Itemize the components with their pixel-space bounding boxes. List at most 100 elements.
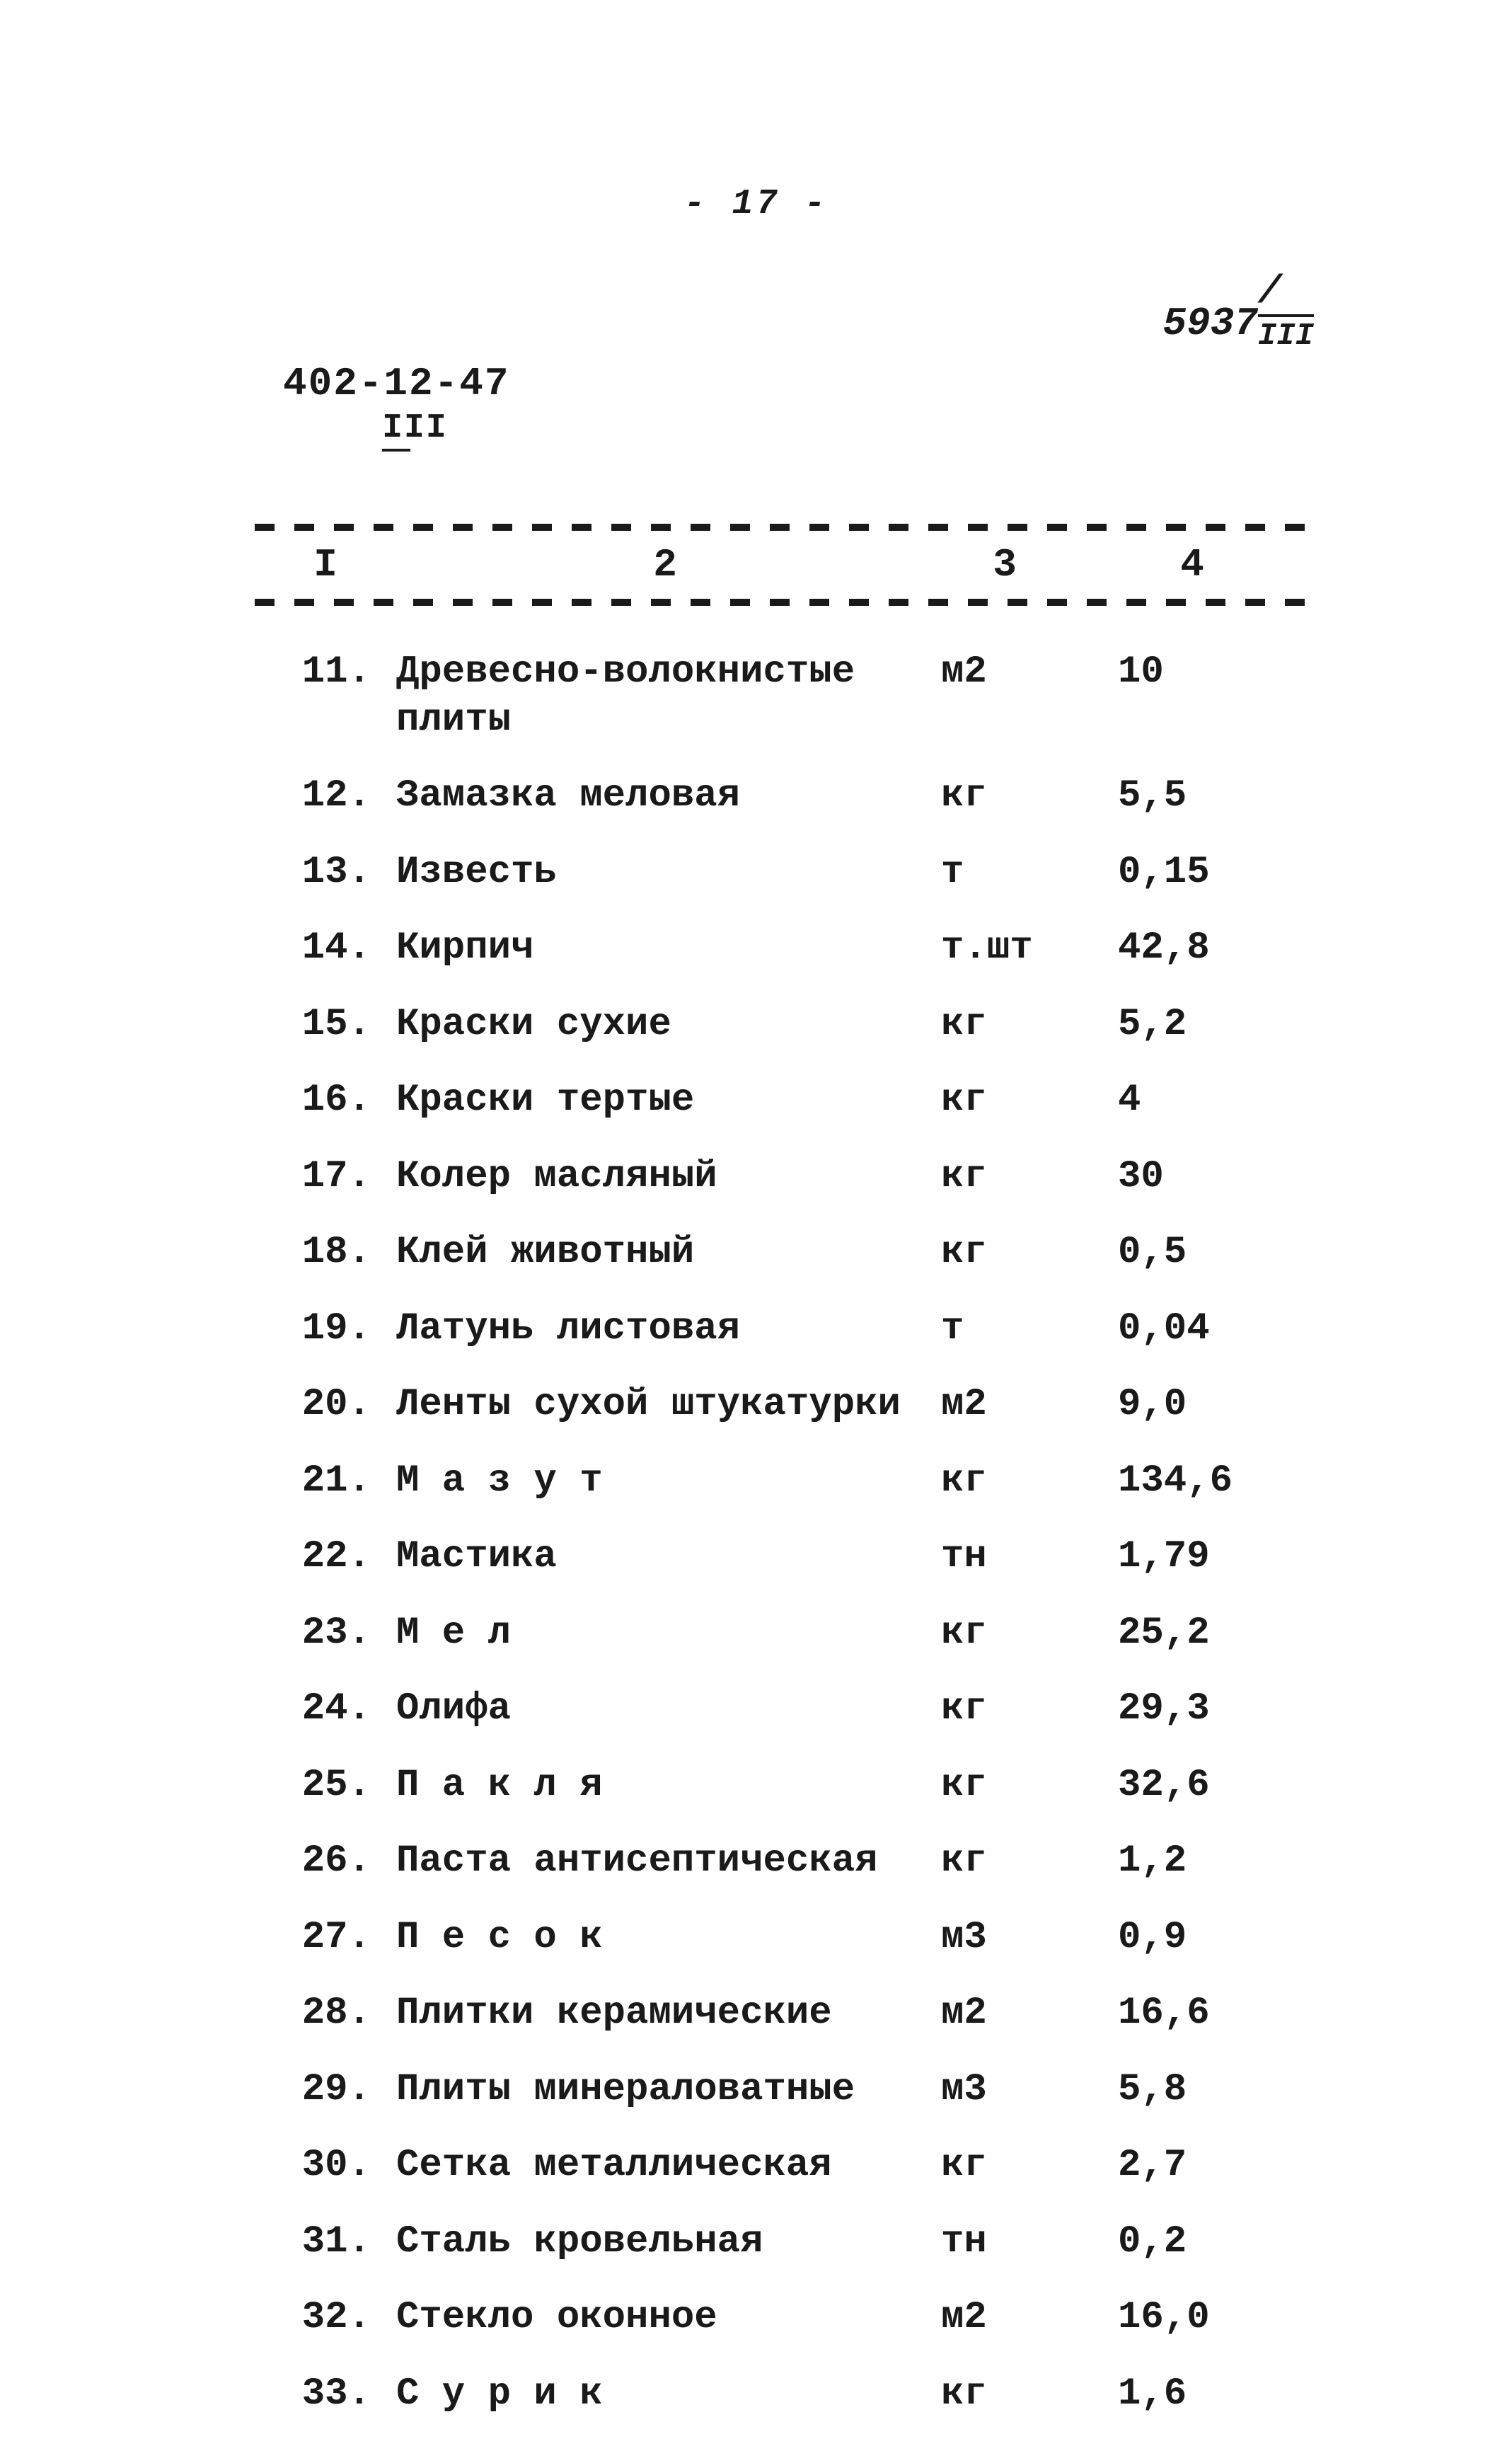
row-number: 13. — [255, 849, 396, 897]
row-number: 24. — [255, 1685, 396, 1733]
row-value: 0,15 — [1090, 849, 1274, 897]
row-name: Сетка металлическая — [396, 2142, 920, 2190]
document-code-main: 402-12-47 — [283, 361, 509, 406]
row-unit: т — [920, 1305, 1090, 1353]
row-value: 1,79 — [1090, 1533, 1274, 1581]
row-name: Плиты минераловатные — [396, 2066, 920, 2114]
table-row: 16.Краски тертыекг4 — [255, 1076, 1314, 1125]
row-value: 16,0 — [1090, 2294, 1274, 2342]
row-unit: тн — [920, 1533, 1090, 1581]
divider-top — [255, 524, 1314, 531]
row-value: 5,2 — [1090, 1001, 1274, 1049]
row-unit: кг — [920, 1153, 1090, 1201]
row-value: 1,2 — [1090, 1837, 1274, 1885]
row-unit: м3 — [920, 1914, 1090, 1962]
row-value: 16,6 — [1090, 1989, 1274, 2038]
row-name: Известь — [396, 849, 920, 897]
row-value: 0,5 — [1090, 1229, 1274, 1277]
table-row: 31.Сталь кровельнаятн0,2 — [255, 2218, 1314, 2266]
row-value: 42,8 — [1090, 924, 1274, 972]
materials-table: I 2 3 4 11.Древесно-волокнистые плитым21… — [255, 517, 1314, 2446]
row-value: 25,2 — [1090, 1609, 1274, 1658]
row-unit: м2 — [920, 648, 1090, 696]
table-row: 24.Олифакг29,3 — [255, 1685, 1314, 1733]
row-name: Замазка меловая — [396, 772, 920, 820]
row-name: Колер масляный — [396, 1153, 920, 1201]
table-row: 12.Замазка меловаякг5,5 — [255, 772, 1314, 820]
row-unit: кг — [920, 1229, 1090, 1277]
row-name: Краски сухие — [396, 1001, 920, 1049]
row-number: 22. — [255, 1533, 396, 1581]
row-name: М е л — [396, 1609, 920, 1658]
table-row: 23.М е лкг25,2 — [255, 1609, 1314, 1658]
row-unit: кг — [920, 1762, 1090, 1810]
table-row: 15.Краски сухиекг5,2 — [255, 1001, 1314, 1049]
table-row: 20.Ленты сухой штукатурким29,0 — [255, 1381, 1314, 1429]
row-number: 29. — [255, 2066, 396, 2114]
row-number: 30. — [255, 2142, 396, 2190]
row-number: 20. — [255, 1381, 396, 1429]
row-name: Олифа — [396, 1685, 920, 1733]
table-body: 11.Древесно-волокнистые плитым210 12.Зама… — [255, 648, 1314, 2418]
row-name: Кирпич — [396, 924, 920, 972]
row-number: 18. — [255, 1229, 396, 1277]
row-name: Древесно-волокнистые плиты — [396, 648, 920, 744]
row-value: 5,5 — [1090, 772, 1274, 820]
table-row: 17.Колер масляныйкг30 — [255, 1153, 1314, 1201]
row-unit: кг — [920, 2370, 1090, 2418]
top-right-code: 5937/III — [1162, 269, 1314, 354]
row-number: 25. — [255, 1762, 396, 1810]
row-name: М а з у т — [396, 1457, 920, 1505]
row-number: 17. — [255, 1153, 396, 1201]
row-name: Мастика — [396, 1533, 920, 1581]
table-row: 13.Известьт0,15 — [255, 849, 1314, 897]
row-number: 31. — [255, 2218, 396, 2266]
row-value: 9,0 — [1090, 1381, 1274, 1429]
row-unit: т — [920, 849, 1090, 897]
header-col-1: I — [255, 542, 396, 587]
table-row: 29.Плиты минераловатныем35,8 — [255, 2066, 1314, 2114]
table-row: 11.Древесно-волокнистые плитым210 — [255, 648, 1314, 744]
row-number: 27. — [255, 1914, 396, 1962]
row-name: П е с о к — [396, 1914, 920, 1962]
row-unit: кг — [920, 1609, 1090, 1658]
row-name: Клей животный — [396, 1229, 920, 1277]
code-numerator: 5937 — [1162, 301, 1257, 346]
row-name: П а к л я — [396, 1762, 920, 1810]
row-unit: м3 — [920, 2066, 1090, 2114]
table-row: 30.Сетка металлическаякг2,7 — [255, 2142, 1314, 2190]
header-col-4: 4 — [1090, 542, 1274, 587]
row-number: 12. — [255, 772, 396, 820]
table-row: 22.Мастикатн1,79 — [255, 1533, 1314, 1581]
row-value: 0,2 — [1090, 2218, 1274, 2266]
row-number: 26. — [255, 1837, 396, 1885]
row-number: 28. — [255, 1989, 396, 2038]
code-denominator: III — [1258, 314, 1314, 354]
divider-bottom — [255, 599, 1314, 606]
row-value: 1,6 — [1090, 2370, 1274, 2418]
row-name: Сталь кровельная — [396, 2218, 920, 2266]
row-unit: кг — [920, 1457, 1090, 1505]
row-number: 11. — [255, 648, 396, 696]
table-row: 28.Плитки керамическием216,6 — [255, 1989, 1314, 2038]
row-name: Плитки керамические — [396, 1989, 920, 2038]
row-name: Латунь листовая — [396, 1305, 920, 1353]
row-unit: кг — [920, 2142, 1090, 2190]
table-row: 21.М а з у ткг134,6 — [255, 1457, 1314, 1505]
row-number: 33. — [255, 2370, 396, 2418]
row-unit: м2 — [920, 1989, 1090, 2038]
table-row: 14.Кирпичт.шт42,8 — [255, 924, 1314, 972]
row-name: С у р и к — [396, 2370, 920, 2418]
row-name: Ленты сухой штукатурки — [396, 1381, 920, 1429]
table-row: 19.Латунь листоваят0,04 — [255, 1305, 1314, 1353]
row-unit: м2 — [920, 2294, 1090, 2342]
row-value: 134,6 — [1090, 1457, 1274, 1505]
table-row: 27.П е с о км30,9 — [255, 1914, 1314, 1962]
row-value: 32,6 — [1090, 1762, 1274, 1810]
row-number: 15. — [255, 1001, 396, 1049]
row-unit: м2 — [920, 1381, 1090, 1429]
row-number: 32. — [255, 2294, 396, 2342]
row-name: Стекло оконное — [396, 2294, 920, 2342]
row-unit: т.шт — [920, 924, 1090, 972]
table-row: 18.Клей животныйкг0,5 — [255, 1229, 1314, 1277]
